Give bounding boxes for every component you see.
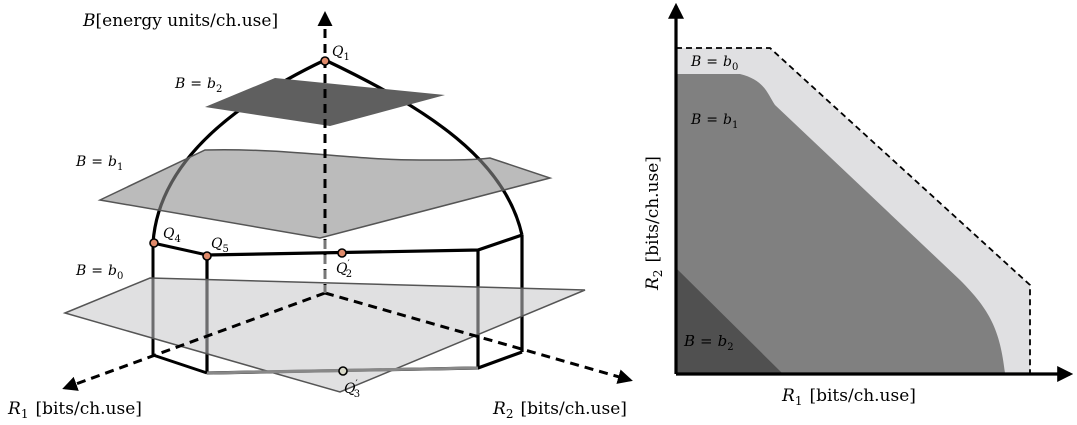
- region-b2-label: B = b2: [683, 332, 734, 353]
- plane-b0: [62, 277, 586, 393]
- point-q4: [149, 238, 159, 248]
- points: [149, 56, 348, 376]
- point-q3p: [338, 366, 348, 376]
- region-b1-label: B = b1: [690, 112, 738, 131]
- point-q5-label: Q5: [211, 236, 229, 255]
- left-3d-diagram: B[energy units/ch.use] B = b2 B = b1 B = b0 Q1…: [7, 11, 633, 421]
- b-axis-label: B[energy units/ch.use]: [82, 11, 278, 31]
- point-q4-label: Q4: [163, 226, 181, 245]
- plane-b0-label: B = b0: [75, 263, 123, 282]
- r1-axis: [62, 291, 326, 391]
- point-q2p-label: Q′ 2: [336, 259, 352, 280]
- region-b1: [676, 74, 1005, 373]
- point-q3p-label: Q′ 3: [344, 379, 360, 400]
- r2-axis: [324, 291, 633, 384]
- region-b2: [676, 268, 782, 373]
- plane-b2-label: B = b2: [174, 76, 222, 95]
- point-q5: [202, 251, 212, 261]
- r2-axis-label: R2 [bits/ch.use]: [492, 399, 627, 421]
- r1-axis-label: R1 [bits/ch.use]: [7, 399, 142, 421]
- plane-b1: [97, 149, 553, 239]
- plane-b1-label: B = b1: [75, 154, 123, 173]
- x-axis-label: R1 [bits/ch.use]: [781, 386, 916, 408]
- plane-b2: [205, 78, 445, 126]
- point-q1: [320, 56, 330, 66]
- right-2d-diagram: B = b0 B = b1 B = b2 R1 [bits/ch.use] R2[bits/c…: [643, 2, 1074, 408]
- y-axis-label: R2[bits/ch.use]: [643, 156, 665, 291]
- point-q2p: [337, 248, 347, 258]
- point-q1-label: Q1: [332, 44, 350, 63]
- region-b0-label: B = b0: [690, 54, 738, 73]
